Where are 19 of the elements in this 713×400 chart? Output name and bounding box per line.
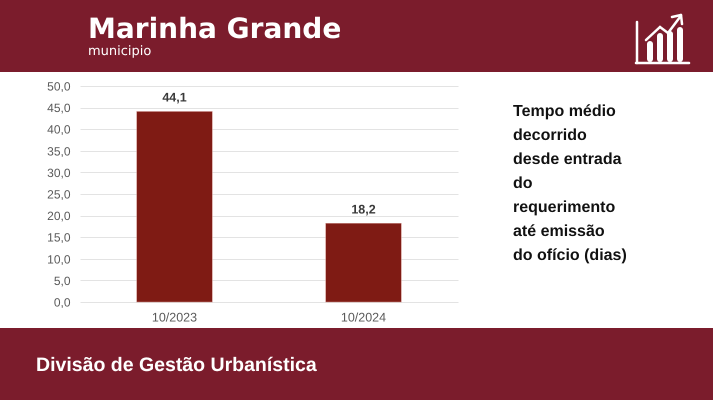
x-tick-label: 10/2024 xyxy=(340,310,386,324)
y-tick-label: 45,0 xyxy=(47,101,71,116)
x-tick-label: 10/2023 xyxy=(152,310,198,324)
y-tick-label: 35,0 xyxy=(47,144,71,158)
data-label: 18,2 xyxy=(351,202,376,216)
data-label: 44,1 xyxy=(162,90,187,104)
chart-title: Marinha Grande xyxy=(88,12,342,45)
y-tick-label: 40,0 xyxy=(47,122,71,137)
y-tick-label: 25,0 xyxy=(47,188,71,202)
y-tick-label: 5,0 xyxy=(54,274,71,288)
y-tick-label: 10,0 xyxy=(47,252,71,266)
y-tick-label: 50,0 xyxy=(47,80,71,94)
y-tick-label: 15,0 xyxy=(47,230,71,245)
y-tick-label: 30,0 xyxy=(47,166,71,180)
text: Divisão de Gestão Urbanística xyxy=(36,354,317,376)
text: Tempo médio decorrido desde entrada do requerimento até emissão do ofício (dias) xyxy=(513,103,627,264)
chart-subtitle: municipio xyxy=(88,44,152,59)
y-tick-label: 20,0 xyxy=(47,209,71,224)
y-tick-label: 0,0 xyxy=(54,296,71,310)
